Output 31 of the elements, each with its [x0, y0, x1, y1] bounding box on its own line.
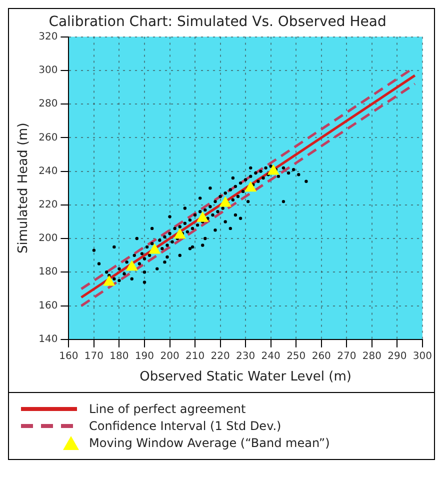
x-tick-label: 230 — [236, 350, 256, 362]
legend-label: Line of perfect agreement — [89, 402, 246, 416]
y-tick-label: 320 — [38, 31, 58, 42]
legend-label: Confidence Interval (1 Std Dev.) — [89, 419, 282, 433]
x-tick-label: 180 — [110, 350, 129, 362]
x-tick-label: 280 — [362, 350, 382, 362]
x-tick-label: 160 — [59, 350, 78, 362]
x-tick-label: 250 — [286, 350, 306, 362]
x-tick-label: 300 — [412, 350, 432, 362]
y-tick-label: 200 — [38, 233, 58, 244]
chart-title: Calibration Chart: Simulated Vs. Observed Head — [48, 14, 386, 30]
y-axis-title: Simulated Head (m) — [16, 122, 32, 254]
y-tick-label: 180 — [38, 266, 58, 278]
x-tick-label: 260 — [312, 350, 331, 362]
x-tick-label: 190 — [134, 350, 154, 362]
x-tick-label: 220 — [210, 350, 230, 362]
y-tick-label: 240 — [38, 166, 58, 177]
x-tick-label: 270 — [337, 350, 356, 362]
y-tick-label: 220 — [38, 200, 58, 211]
y-tick-label: 280 — [38, 98, 58, 110]
x-tick-label: 200 — [160, 350, 180, 362]
x-tick-label: 210 — [185, 350, 205, 362]
y-tick-label: 140 — [38, 334, 58, 345]
y-tick-label: 300 — [38, 65, 58, 76]
x-axis-title: Observed Static Water Level (m) — [140, 370, 352, 385]
y-tick-label: 260 — [38, 132, 58, 144]
y-tick-label: 160 — [38, 300, 58, 312]
legend-label: Moving Window Average (“Band mean”) — [89, 436, 330, 450]
x-tick-label: 290 — [388, 350, 407, 362]
x-tick-label: 240 — [261, 350, 280, 362]
x-tick-label: 170 — [84, 350, 104, 362]
